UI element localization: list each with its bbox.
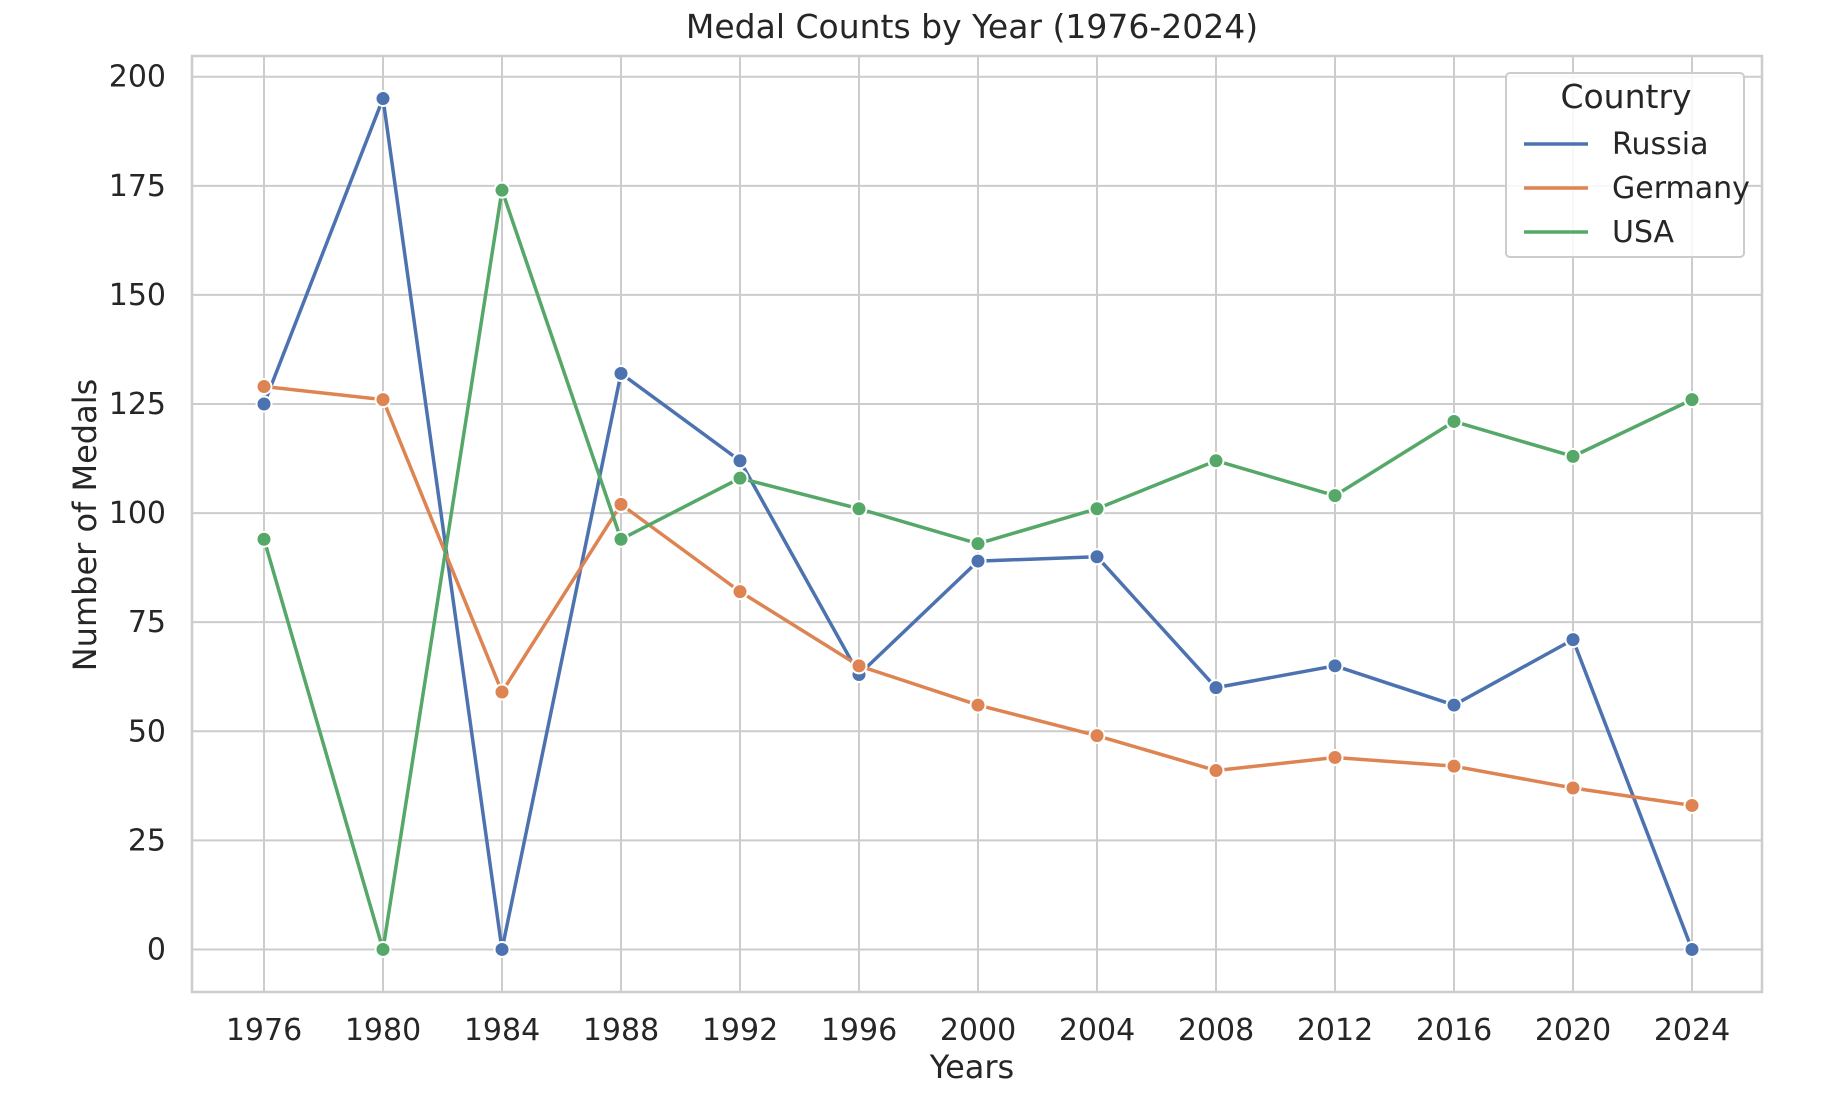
data-point-germany <box>1683 796 1701 814</box>
y-tick-label: 0 <box>147 932 166 967</box>
data-point-usa <box>1326 487 1344 505</box>
x-tick-label: 1996 <box>821 1013 897 1048</box>
data-point-germany <box>850 657 868 675</box>
x-tick-label: 2012 <box>1297 1013 1373 1048</box>
data-point-germany <box>1326 748 1344 766</box>
data-point-russia <box>493 940 511 958</box>
x-tick-label: 2000 <box>940 1013 1016 1048</box>
y-tick-label: 50 <box>128 714 166 749</box>
x-tick-label: 2004 <box>1059 1013 1135 1048</box>
data-point-russia <box>731 452 749 470</box>
y-tick-label: 200 <box>109 60 166 95</box>
x-tick-label: 2020 <box>1535 1013 1611 1048</box>
y-tick-label: 75 <box>128 605 166 640</box>
data-point-usa <box>1683 391 1701 409</box>
y-tick-label: 100 <box>109 496 166 531</box>
tick-labels: 1976 1980 1984 1988 1992 1996 2000 2004 2008 2012… <box>109 60 1730 1048</box>
x-tick-label: 1992 <box>702 1013 778 1048</box>
x-tick-label: 1976 <box>226 1013 302 1048</box>
chart-title: Medal Counts by Year (1976-2024) <box>686 7 1258 46</box>
data-point-germany <box>1207 762 1225 780</box>
x-tick-label: 1984 <box>464 1013 540 1048</box>
data-point-russia <box>1326 657 1344 675</box>
legend-label-germany: Germany <box>1612 171 1750 206</box>
data-point-russia <box>1088 548 1106 566</box>
data-point-russia <box>1207 679 1225 697</box>
data-point-usa <box>731 469 749 487</box>
data-point-germany <box>1564 779 1582 797</box>
data-point-usa <box>969 535 987 553</box>
data-point-germany <box>1445 757 1463 775</box>
data-point-usa <box>1088 500 1106 518</box>
y-tick-label: 25 <box>128 823 166 858</box>
x-tick-label: 2008 <box>1178 1013 1254 1048</box>
y-tick-label: 175 <box>109 169 166 204</box>
data-point-usa <box>850 500 868 518</box>
data-point-russia <box>374 90 392 108</box>
data-point-germany <box>1088 727 1106 745</box>
data-point-usa <box>612 530 630 548</box>
x-tick-label: 2024 <box>1654 1013 1730 1048</box>
data-point-usa <box>374 940 392 958</box>
data-point-usa <box>255 530 273 548</box>
data-point-germany <box>969 696 987 714</box>
grid-lines <box>192 56 1762 992</box>
legend-title: Country <box>1560 77 1691 116</box>
data-point-russia <box>1564 631 1582 649</box>
data-point-usa <box>1207 452 1225 470</box>
series-markers <box>255 90 1701 958</box>
legend-label-usa: USA <box>1612 215 1675 250</box>
data-point-germany <box>374 391 392 409</box>
data-point-russia <box>612 364 630 382</box>
data-point-russia <box>1445 696 1463 714</box>
data-point-usa <box>1564 447 1582 465</box>
data-point-russia <box>969 552 987 570</box>
data-point-usa <box>1445 412 1463 430</box>
y-axis-label: Number of Medals <box>66 379 104 672</box>
data-point-russia <box>1683 940 1701 958</box>
legend-entries: Russia Germany USA <box>1524 127 1750 250</box>
y-tick-label: 150 <box>109 278 166 313</box>
data-point-germany <box>255 378 273 396</box>
data-point-usa <box>493 181 511 199</box>
data-point-germany <box>612 495 630 513</box>
legend-label-russia: Russia <box>1612 127 1709 162</box>
data-point-germany <box>493 683 511 701</box>
x-tick-label: 2016 <box>1416 1013 1492 1048</box>
plot-frame <box>190 54 1764 994</box>
legend: Country Russia Germany USA <box>1505 72 1750 258</box>
x-tick-label: 1980 <box>345 1013 421 1048</box>
x-axis-label: Years <box>929 1048 1014 1086</box>
y-tick-label: 125 <box>109 387 166 422</box>
data-point-russia <box>255 395 273 413</box>
data-point-germany <box>731 583 749 601</box>
legend-box <box>1505 72 1745 258</box>
x-tick-label: 1988 <box>583 1013 659 1048</box>
